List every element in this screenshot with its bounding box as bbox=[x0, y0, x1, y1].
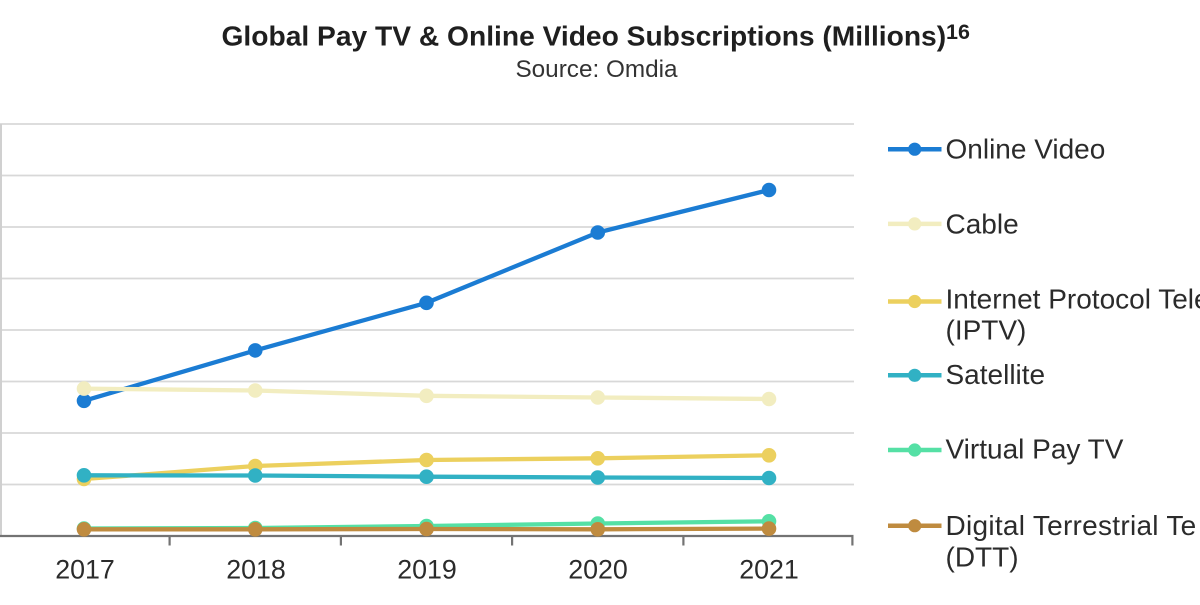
svg-text:Online Video: Online Video bbox=[946, 134, 1106, 165]
svg-text:2017: 2017 bbox=[55, 555, 115, 585]
svg-text:(IPTV): (IPTV) bbox=[946, 315, 1027, 346]
svg-text:2020: 2020 bbox=[568, 555, 628, 585]
svg-text:2018: 2018 bbox=[226, 555, 286, 585]
svg-text:Internet Protocol Telev: Internet Protocol Telev bbox=[946, 284, 1200, 315]
svg-text:Satellite: Satellite bbox=[946, 359, 1046, 390]
svg-text:2019: 2019 bbox=[397, 555, 457, 585]
svg-text:Source: Omdia: Source: Omdia bbox=[515, 56, 678, 83]
svg-text:Cable: Cable bbox=[946, 208, 1019, 239]
svg-text:2021: 2021 bbox=[739, 555, 799, 585]
svg-text:(DTT): (DTT) bbox=[946, 542, 1019, 573]
svg-text:Global Pay TV & Online Video S: Global Pay TV & Online Video Subscriptio… bbox=[222, 20, 947, 52]
svg-text:Virtual Pay TV: Virtual Pay TV bbox=[946, 434, 1124, 465]
svg-text:Digital Terrestrial Te: Digital Terrestrial Te bbox=[946, 510, 1197, 541]
svg-text:16: 16 bbox=[946, 20, 970, 44]
